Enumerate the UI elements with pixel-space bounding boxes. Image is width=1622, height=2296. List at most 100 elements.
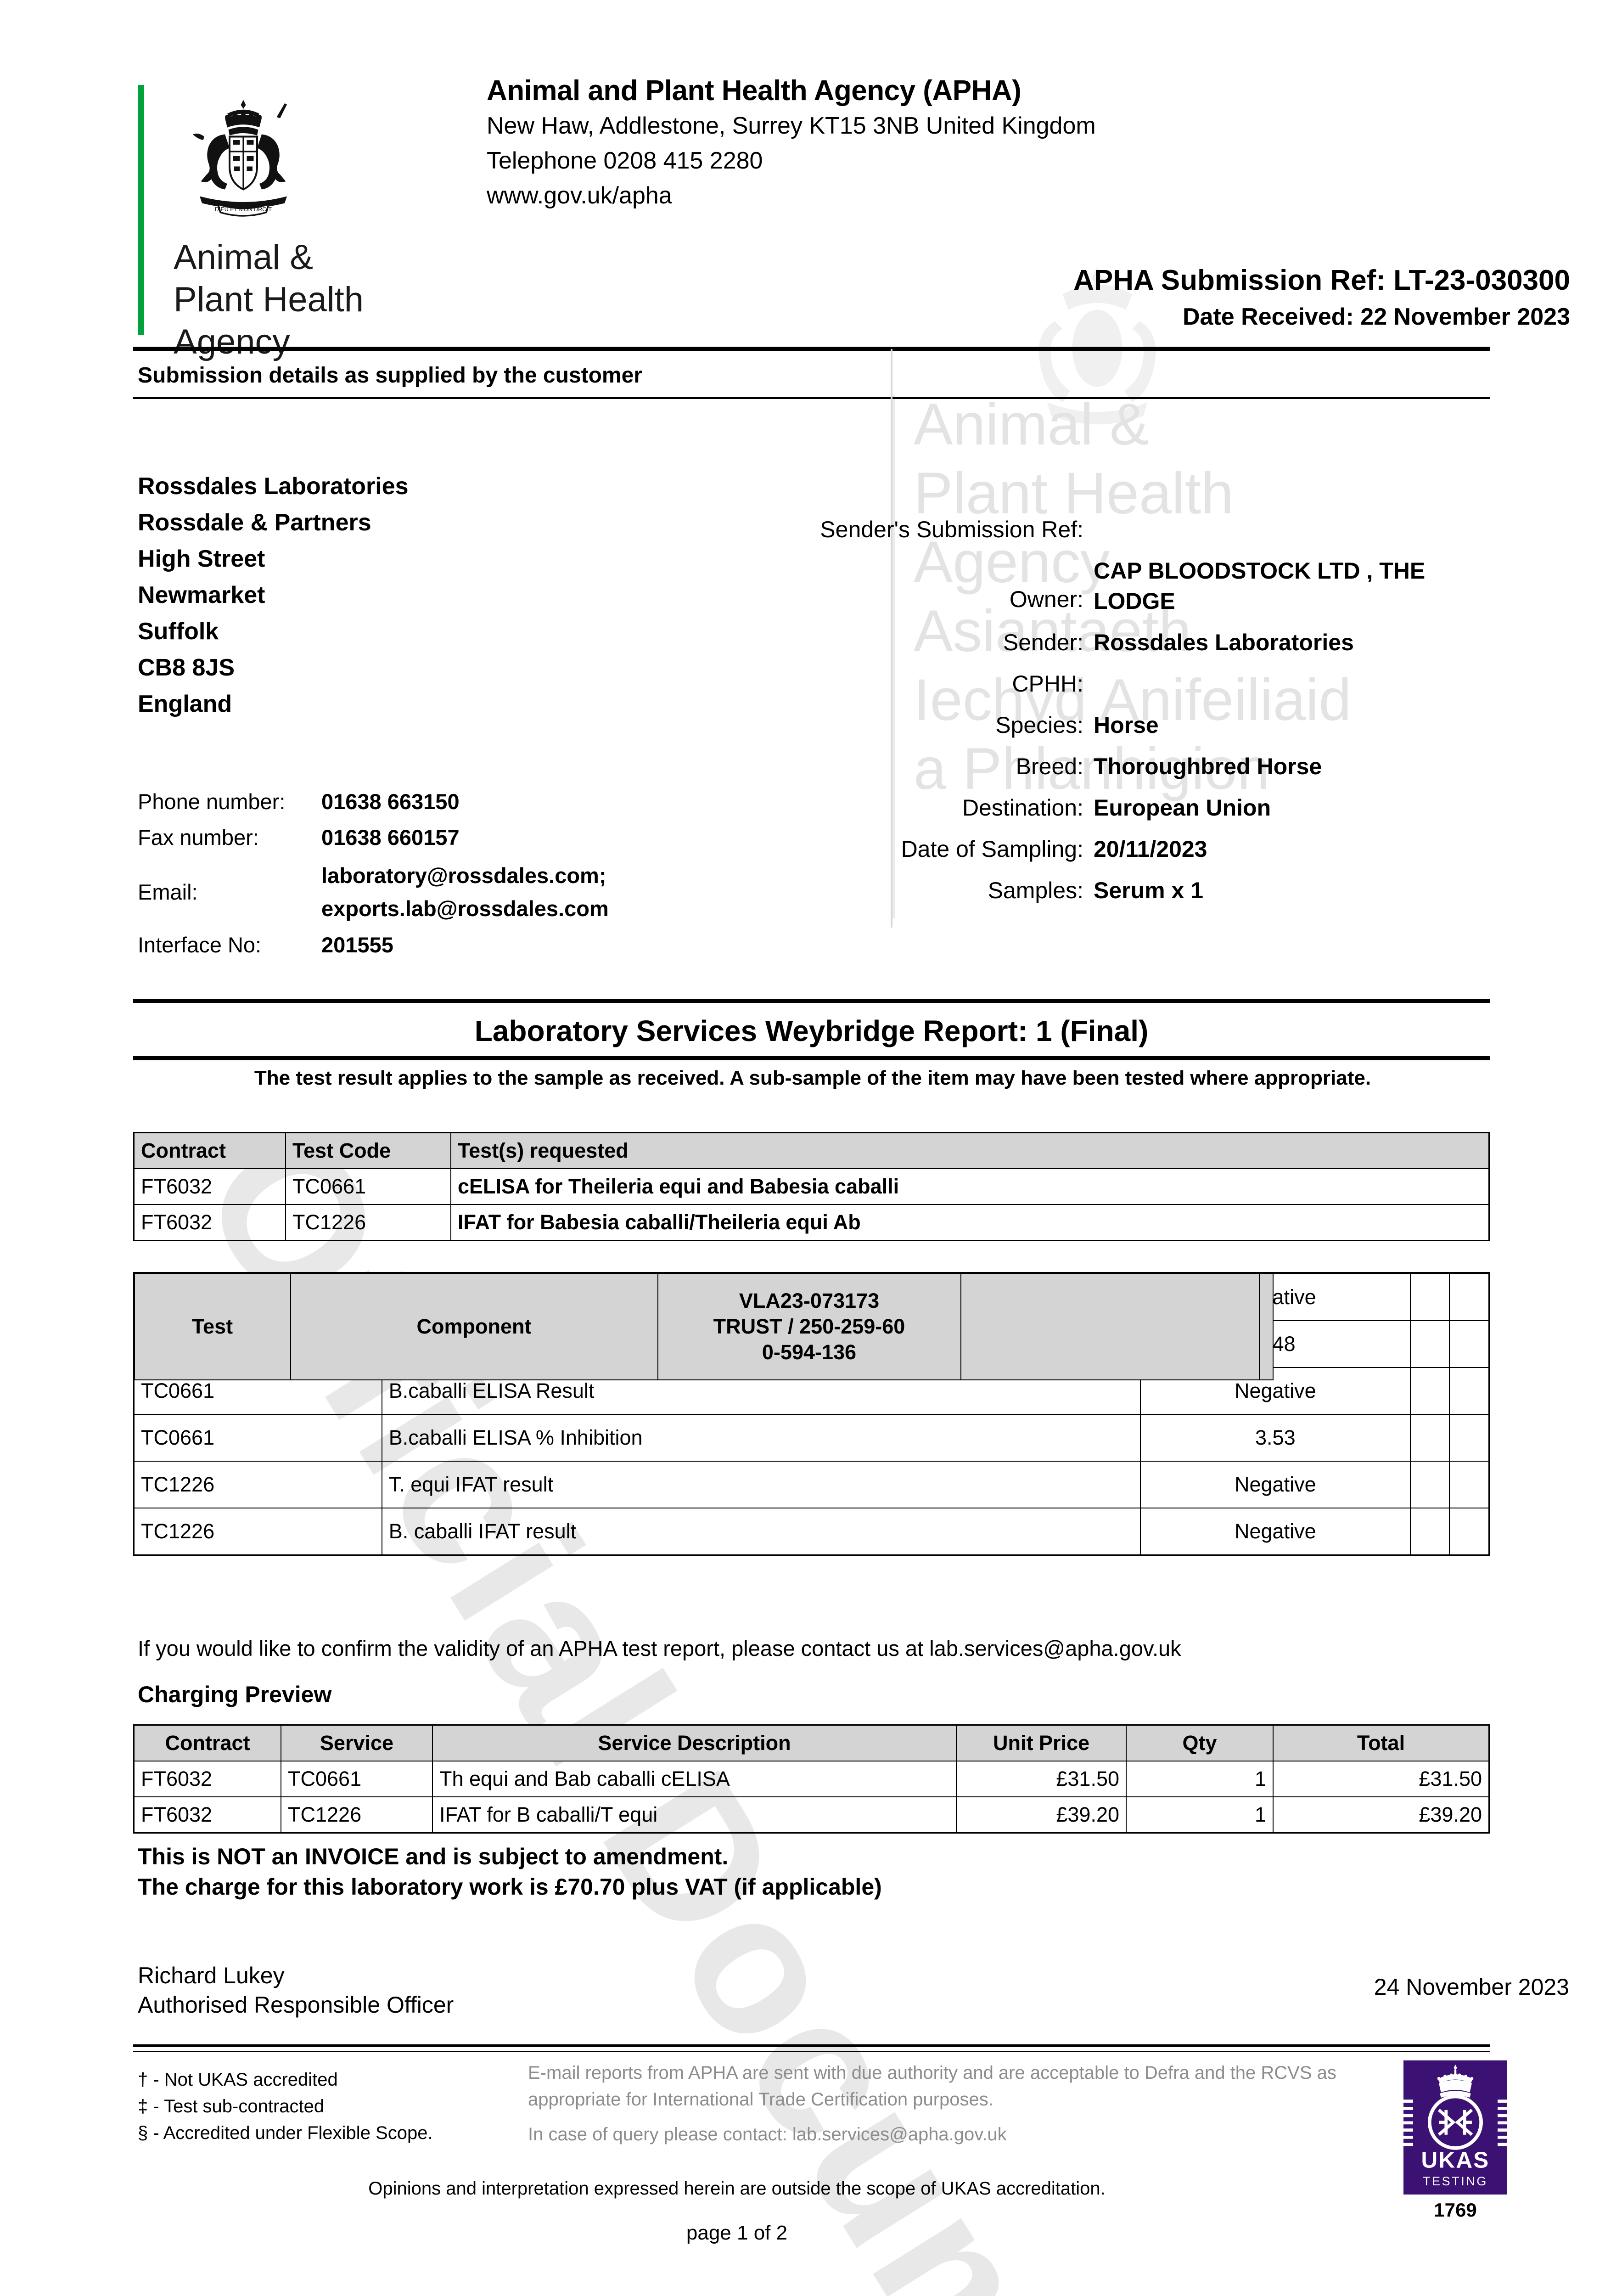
charging-table: Contract Service Service Description Uni… xyxy=(133,1724,1490,1834)
disclaimer-line-2: The charge for this laboratory work is £… xyxy=(138,1874,882,1900)
validity-note: If you would like to confirm the validit… xyxy=(138,1636,1181,1660)
cell-contract: FT6032 xyxy=(133,1168,286,1205)
cell-total: £31.50 xyxy=(1273,1761,1490,1797)
sender-ref-label: Sender's Submission Ref: xyxy=(820,517,1083,542)
address-line: Newmarket xyxy=(138,582,265,608)
species-label: Species: xyxy=(995,712,1083,738)
cell-contract: FT6032 xyxy=(133,1796,281,1834)
breed-value: Thoroughbred Horse xyxy=(1094,754,1322,779)
fax-value: 01638 660157 xyxy=(321,825,460,850)
sender-value: Rossdales Laboratories xyxy=(1094,630,1354,655)
address-line: Rossdale & Partners xyxy=(138,509,371,536)
footer-rule-bottom xyxy=(133,2051,1490,2052)
org-telephone: Telephone 0208 415 2280 xyxy=(487,147,763,174)
svg-text:TESTING: TESTING xyxy=(1423,2174,1488,2188)
table-row: FT6032 TC0661 Th equi and Bab caballi cE… xyxy=(133,1761,1490,1797)
cell-blank xyxy=(1449,1273,1490,1321)
customer-address: Rossdales Laboratories Rossdale & Partne… xyxy=(138,468,409,722)
sample-id-line: VLA23-073173 xyxy=(739,1289,880,1312)
cell-blank xyxy=(1449,1414,1490,1462)
cell-test-requested: IFAT for Babesia caballi/Theileria equi … xyxy=(450,1204,1490,1241)
th-total: Total xyxy=(1273,1724,1490,1761)
destination-value: European Union xyxy=(1094,795,1271,821)
ukas-logo: UKAS TESTING 1769 xyxy=(1403,2060,1507,2223)
samples-label: Samples: xyxy=(988,878,1083,903)
cell-blank xyxy=(1449,1367,1490,1415)
contact-row-interface: Interface No: 201555 xyxy=(138,931,735,959)
report-rule-bottom xyxy=(133,1056,1490,1060)
svg-text:UKAS: UKAS xyxy=(1421,2148,1490,2173)
interface-value: 201555 xyxy=(321,933,393,957)
footer-accreditation-keys: † - Not UKAS accredited ‡ - Test sub-con… xyxy=(138,2066,433,2146)
cell-test: TC1226 xyxy=(133,1508,382,1556)
cell-test: TC0661 xyxy=(133,1414,382,1462)
cell-blank xyxy=(1449,1461,1490,1508)
org-address: New Haw, Addlestone, Surrey KT15 3NB Uni… xyxy=(487,113,1096,139)
submission-ref-block: APHA Submission Ref: LT-23-030300 Date R… xyxy=(1073,262,1570,334)
table-row: TC1226 T. equi IFAT result Negative xyxy=(133,1461,1490,1508)
footer-key: † - Not UKAS accredited xyxy=(138,2070,338,2090)
cell-blank xyxy=(1410,1508,1450,1556)
sample-id-line: TRUST / 250-259-60 xyxy=(713,1314,905,1338)
logo-green-bar xyxy=(138,85,144,335)
contact-details: Phone number: 01638 663150 Fax number: 0… xyxy=(138,788,735,967)
phone-label: Phone number: xyxy=(138,789,286,814)
requested-tests-table: Contract Test Code Test(s) requested FT6… xyxy=(133,1132,1490,1241)
detail-row-breed: Breed: Thoroughbred Horse xyxy=(762,751,1497,782)
cell-qty: 1 xyxy=(1126,1796,1274,1834)
signatory-name: Richard Lukey xyxy=(138,1963,285,1988)
email-label: Email: xyxy=(138,880,198,904)
charging-disclaimer: This is NOT an INVOICE and is subject to… xyxy=(138,1841,882,1902)
submission-details-rule xyxy=(133,397,1490,399)
charging-preview-heading: Charging Preview xyxy=(138,1682,332,1707)
th-unit-price: Unit Price xyxy=(956,1724,1127,1761)
cell-contract: FT6032 xyxy=(133,1204,286,1241)
signature-block: Richard Lukey Authorised Responsible Off… xyxy=(138,1961,454,2020)
cell-result: 3.53 xyxy=(1139,1414,1411,1462)
svg-text:DIEU ET MON DROIT: DIEU ET MON DROIT xyxy=(215,206,272,213)
th-component: Component xyxy=(290,1272,658,1380)
interface-label: Interface No: xyxy=(138,933,262,957)
cell-result: Negative xyxy=(1139,1461,1411,1508)
th-empty-2 xyxy=(1258,1272,1274,1380)
cell-blank xyxy=(1449,1508,1490,1556)
cell-component: B.caballi ELISA % Inhibition xyxy=(381,1414,1141,1462)
cell-total: £39.20 xyxy=(1273,1796,1490,1834)
cell-service: TC1226 xyxy=(281,1796,433,1834)
signature-date: 24 November 2023 xyxy=(1374,1974,1569,2000)
th-service-description: Service Description xyxy=(432,1724,957,1761)
address-line: England xyxy=(138,691,232,717)
table-header-row: Contract Service Service Description Uni… xyxy=(133,1724,1490,1761)
detail-row-sender: Sender: Rossdales Laboratories xyxy=(762,627,1497,658)
cell-service-description: IFAT for B caballi/T equi xyxy=(432,1796,957,1834)
footer-email-notes: E-mail reports from APHA are sent with d… xyxy=(528,2060,1354,2148)
submission-ref: APHA Submission Ref: LT-23-030300 xyxy=(1073,264,1570,296)
th-contract: Contract xyxy=(133,1724,281,1761)
th-sample-id: VLA23-073173 TRUST / 250-259-60 0-594-13… xyxy=(657,1272,961,1380)
detail-row-species: Species: Horse xyxy=(762,710,1497,740)
detail-row-owner: Owner: CAP BLOODSTOCK LTD , THE LODGE xyxy=(762,556,1497,616)
cell-qty: 1 xyxy=(1126,1761,1274,1797)
owner-value: CAP BLOODSTOCK LTD , THE LODGE xyxy=(1094,558,1426,614)
breed-label: Breed: xyxy=(1016,754,1083,779)
fax-label: Fax number: xyxy=(138,825,259,850)
table-header-row: Test Component VLA23-073173 TRUST / 250-… xyxy=(134,1272,1622,1380)
cell-test-code: TC1226 xyxy=(285,1204,451,1241)
cell-service: TC0661 xyxy=(281,1761,433,1797)
disclaimer-line-1: This is NOT an INVOICE and is subject to… xyxy=(138,1844,729,1869)
contact-row-fax: Fax number: 01638 660157 xyxy=(138,823,735,852)
sample-id-line: 0-594-136 xyxy=(762,1340,857,1364)
date-sampling-label: Date of Sampling: xyxy=(901,836,1083,862)
detail-row-samples: Samples: Serum x 1 xyxy=(762,875,1497,906)
cell-result: Negative xyxy=(1139,1508,1411,1556)
cell-unit-price: £39.20 xyxy=(956,1796,1127,1834)
report-note: The test result applies to the sample as… xyxy=(254,1067,1371,1089)
table-row: FT6032 TC0661 cELISA for Theileria equi … xyxy=(133,1168,1490,1205)
results-table: Test Component VLA23-073173 TRUST / 250-… xyxy=(133,1272,1490,1556)
cell-test: TC1226 xyxy=(133,1461,382,1508)
org-title: Animal and Plant Health Agency (APHA) xyxy=(487,75,1021,107)
apha-logo-text: Animal & Plant Health Agency xyxy=(174,238,364,361)
address-line: Rossdales Laboratories xyxy=(138,473,409,500)
ukas-logo-box: UKAS TESTING xyxy=(1403,2060,1507,2195)
